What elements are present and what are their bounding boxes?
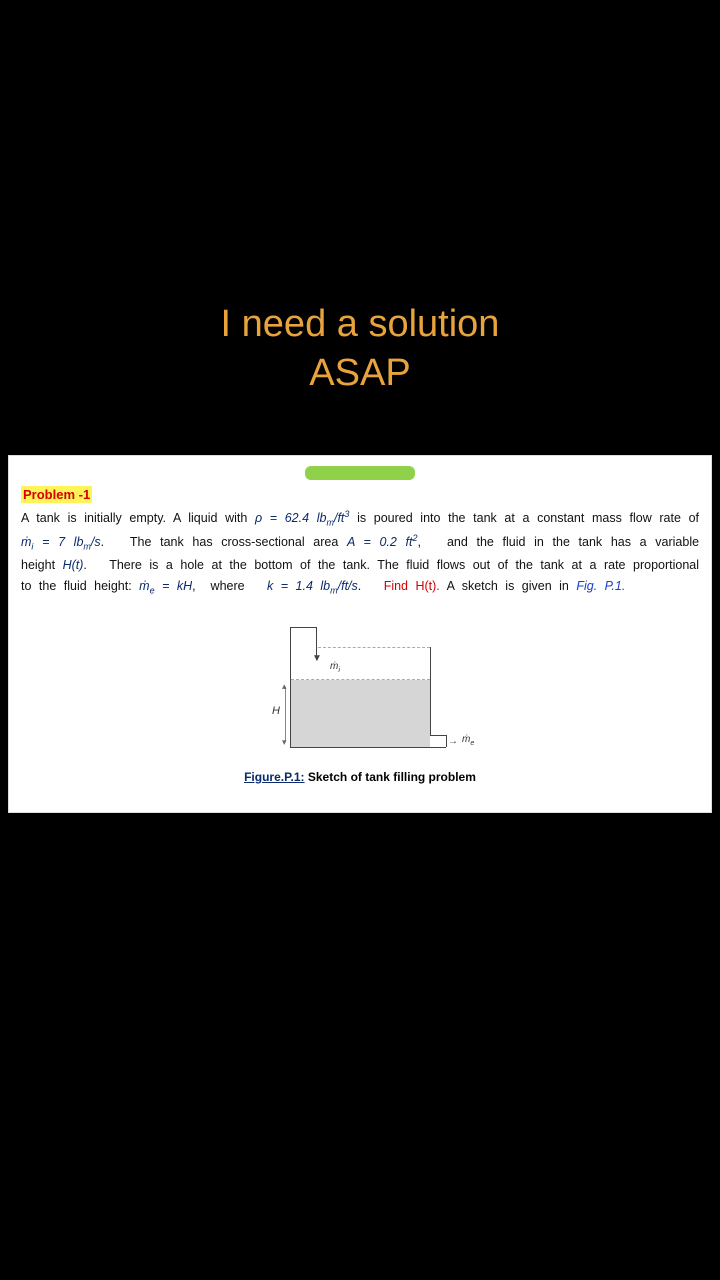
outlet-top-edge	[430, 735, 446, 736]
fluid-fill	[291, 680, 430, 747]
text-seg-3b: ,	[417, 535, 438, 549]
outlet-side-edge	[446, 735, 447, 747]
me-expr: ṁe = kH	[139, 579, 192, 593]
text-seg-6: A sketch is given in	[447, 579, 577, 593]
me-label: ṁe	[462, 734, 474, 747]
find-expr: Find H(t).	[384, 579, 440, 593]
mi-label: ṁi	[330, 661, 340, 674]
H-label: H	[272, 705, 280, 717]
H-arrow-up-icon: ▴	[282, 681, 287, 692]
problem-label: Problem -1	[21, 486, 92, 503]
tank-top-dashed	[318, 647, 430, 648]
inlet-arrow-icon: ▼	[312, 653, 322, 664]
tank-wall-right	[430, 647, 431, 735]
figure-caption-text: Sketch of tank filling problem	[305, 770, 476, 784]
H-arrow-down-icon: ▾	[282, 737, 287, 748]
headline-line-1: I need a solution	[0, 300, 720, 349]
tank-sketch: ▼ → ṁi ṁe H ▴ ▾	[250, 617, 470, 757]
H-expr: H(t)	[63, 558, 84, 572]
text-seg-2b: .	[101, 535, 122, 549]
text-seg-2: is poured into the tank at a constant ma…	[357, 511, 699, 525]
problem-card: Problem -1 A tank is initially empty. A …	[8, 455, 712, 813]
A-expr: A = 0.2 ft2	[347, 535, 418, 549]
text-seg-5b: , where	[192, 579, 259, 593]
figure-caption: Figure.P.1: Sketch of tank filling probl…	[21, 770, 699, 784]
tank-wall-bottom	[290, 747, 446, 748]
headline-line-2: ASAP	[0, 349, 720, 398]
figure-caption-label: Figure.P.1:	[244, 770, 304, 784]
inlet-pipe-h	[290, 627, 316, 628]
k-expr: k = 1.4 lbm/ft/s	[267, 579, 358, 593]
fig-ref: Fig. P.1.	[576, 579, 625, 593]
text-seg-3: The tank has cross-sectional area	[130, 535, 347, 549]
text-seg-4b: .	[83, 558, 102, 572]
text-seg-1: A tank is initially empty. A liquid with	[21, 511, 255, 525]
page-root: I need a solution ASAP Problem -1 A tank…	[0, 0, 720, 1280]
text-seg-5c: .	[358, 579, 376, 593]
figure-wrap: ▼ → ṁi ṁe H ▴ ▾ Figure.P.1: Sketch of ta…	[21, 617, 699, 784]
green-highlight-swipe	[305, 466, 415, 480]
outlet-arrow-icon: →	[448, 736, 458, 747]
headline: I need a solution ASAP	[0, 300, 720, 399]
outlet-bottom-edge	[430, 747, 446, 748]
mi-expr: ṁi = 7 lbm/s	[21, 535, 101, 549]
H-dim-line	[285, 687, 286, 741]
rho-expr: ρ = 62.4 lbm/ft3	[255, 511, 349, 525]
problem-statement: A tank is initially empty. A liquid with…	[21, 507, 699, 599]
